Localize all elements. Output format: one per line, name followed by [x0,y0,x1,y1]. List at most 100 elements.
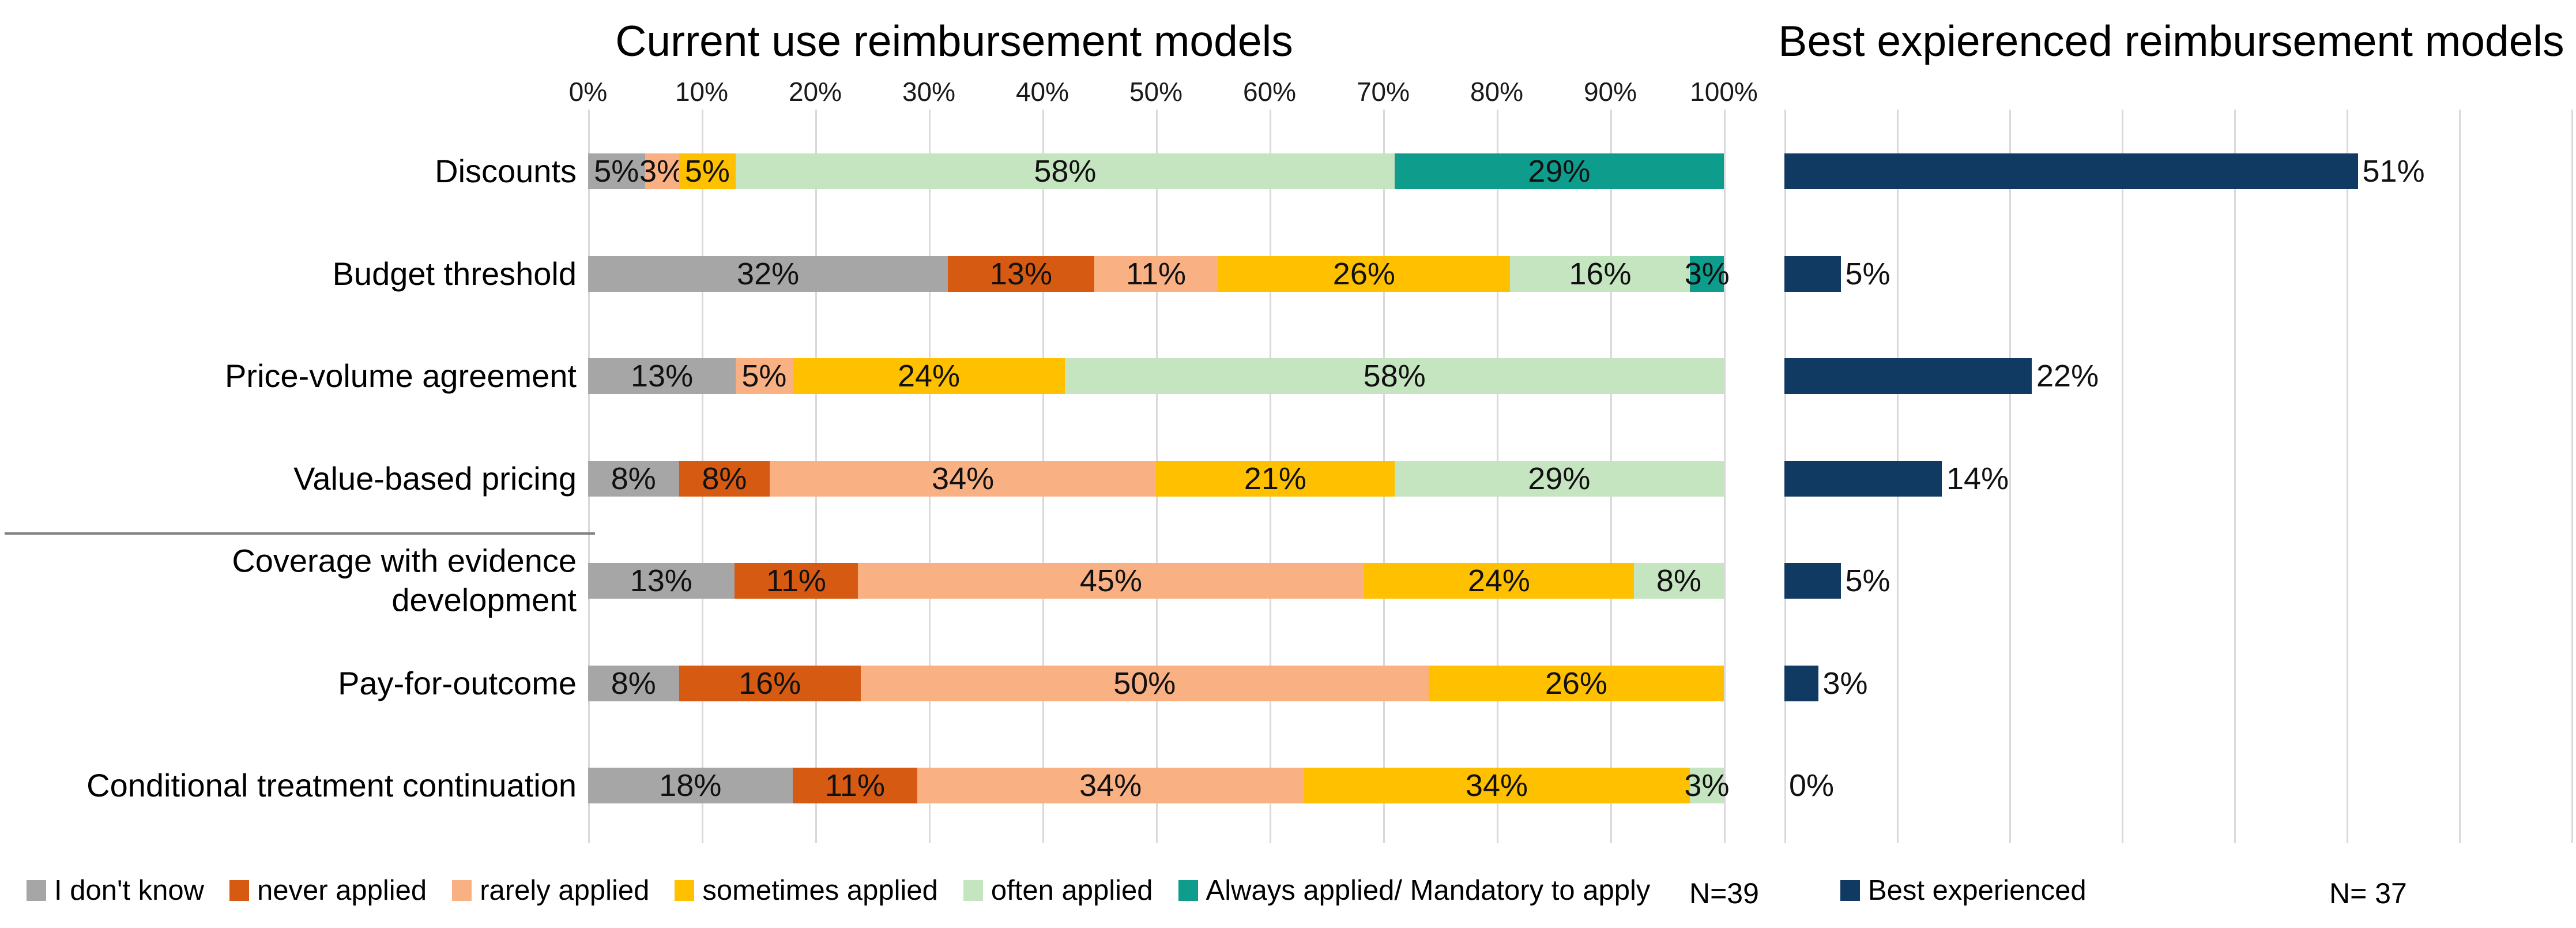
category-divider-line [5,532,595,535]
bar-segment: 5% [679,153,736,189]
legend-item: Always applied/ Mandatory to apply [1178,874,1651,907]
right-chart-n-label: N= 37 [2329,877,2407,910]
value-label: 5% [1845,257,1890,291]
axis-tick: 0% [568,77,608,107]
bar-segment: 29% [1394,153,1724,189]
bar-segment: 5% [588,153,645,189]
segment-label: 16% [739,666,801,701]
bar-segment: 34% [770,461,1156,497]
bar-segment: 26% [1218,256,1511,292]
segment-label: 34% [1079,768,1142,803]
bar-segment: 16% [679,666,861,701]
axis-tick: 50% [1129,77,1183,107]
segment-label: 29% [1528,461,1591,496]
segment-label: 11% [824,768,885,803]
bar-segment: 13% [588,563,735,599]
bar-row: 5% 3% 5% 58% 29% [588,153,1724,189]
segment-label: 32% [737,257,800,291]
axis-tick: 10% [675,77,729,107]
bar-segment: 34% [917,768,1304,803]
bar-segment: 8% [1633,563,1724,599]
category-label: Discounts [435,152,577,189]
gridline [2122,110,2123,843]
legend-label: rarely applied [480,875,650,906]
bar-segment: 34% [1304,768,1690,803]
gridline [2009,110,2011,843]
segment-label: 13% [989,257,1052,291]
bar-segment: 50% [860,666,1429,701]
bar-segment: 13% [588,358,736,394]
segment-label: 24% [1467,563,1530,598]
bar-segment: 8% [588,666,679,701]
gridline [2347,110,2348,843]
segment-label: 3% [639,154,685,189]
axis-tick: 40% [1015,77,1069,107]
bar-row: 13% 5% 24% 58% [588,358,1724,394]
segment-label: 58% [1034,154,1097,189]
bar-segment: 8% [588,461,679,497]
bar [1784,256,1841,292]
legend-swatch [1178,880,1198,901]
legend-item: Best experienced [1840,874,2087,907]
segment-label: 50% [1113,666,1176,701]
bar-segment: 13% [948,256,1094,292]
segment-label: 8% [611,461,656,496]
segment-label: 45% [1079,563,1143,598]
segment-label: 34% [932,461,995,496]
category-label: Price-volume agreement [224,357,577,394]
category-label: Pay-for-outcome [338,664,577,701]
legend-label: Always applied/ Mandatory to apply [1206,875,1651,906]
bar-row: 8% 8% 34% 21% 29% [588,461,1724,497]
bar-row: 13% 11% 45% 24% 8% [588,563,1724,599]
category-label: Budget threshold [332,255,577,292]
bar [1784,666,1818,701]
bar-segment: 45% [858,563,1364,599]
segment-label: 3% [1684,257,1730,291]
category-label: Conditional treatment continuation [86,767,577,803]
legend-item: sometimes applied [675,874,938,907]
bar-segment: 29% [1394,461,1724,497]
bar-segment: 26% [1428,666,1724,701]
left-chart-title: Current use reimbursement models [615,17,1293,65]
legend-swatch [229,880,249,901]
bar-segment: 5% [736,358,793,394]
segment-label: 8% [1656,563,1701,598]
gridline [2234,110,2236,843]
segment-label: 11% [766,563,826,598]
axis-tick: 60% [1242,77,1297,107]
bar-segment: 21% [1155,461,1395,497]
value-label: 14% [1946,461,2009,496]
bar-segment: 11% [792,768,918,803]
bar-segment: 16% [1510,256,1690,292]
segment-label: 18% [659,768,722,803]
segment-label: 3% [1684,768,1730,803]
legend-label: Best experienced [1868,875,2087,906]
bar-segment: 58% [1065,358,1724,394]
segment-label: 5% [594,154,639,189]
bar-segment: 18% [588,768,793,803]
legend-label: sometimes applied [702,875,938,906]
gridline [2459,110,2461,843]
value-label: 5% [1845,563,1890,598]
segment-label: 26% [1332,257,1395,291]
legend-label: never applied [257,875,427,906]
bar-segment: 3% [1684,768,1729,803]
axis-tick: 90% [1583,77,1637,107]
segment-label: 8% [611,666,656,701]
bar-segment: 24% [792,358,1065,394]
category-label: Coverage with evidence development [232,542,577,618]
segment-label: 16% [1569,257,1632,291]
bar-segment: 8% [679,461,770,497]
bar-segment: 11% [734,563,858,599]
bar-segment: 32% [588,256,948,292]
axis-tick: 20% [788,77,842,107]
left-chart-legend: I don't know never applied rarely applied s… [27,874,1675,907]
legend-item: often applied [963,874,1153,907]
right-chart-title: Best expierenced reimbursement models [1778,17,2564,65]
segment-label: 11% [1125,257,1187,291]
value-label: 22% [2036,359,2099,393]
legend-label: often applied [991,875,1153,906]
axis-tick: 30% [902,77,956,107]
category-label: Value-based pricing [293,460,577,497]
bar-row: 18% 11% 34% 34% 3% [588,768,1729,803]
